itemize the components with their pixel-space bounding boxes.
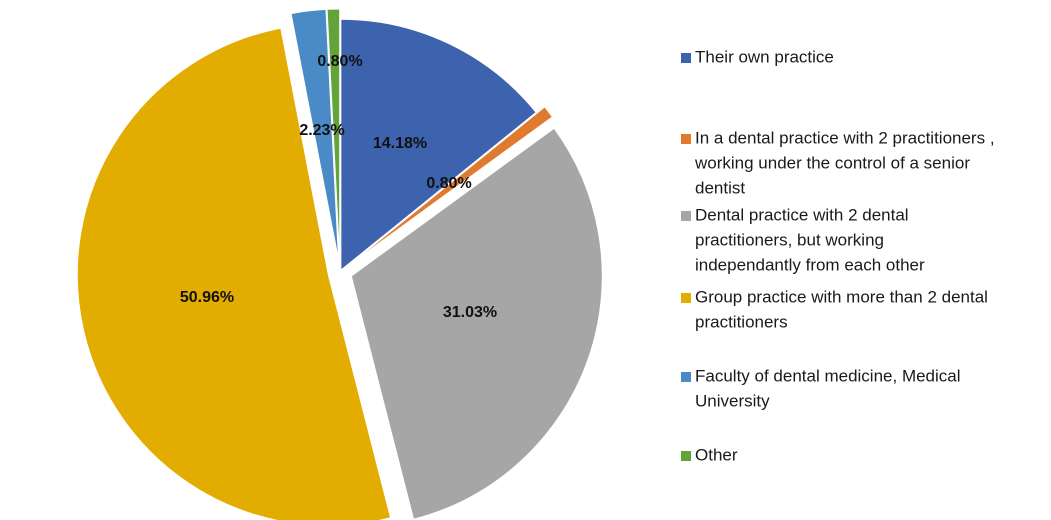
legend-item-4: Group practice with more than 2 dental pr… <box>681 287 988 331</box>
legend-swatch-1 <box>681 53 691 63</box>
legend-swatch-2 <box>681 134 691 144</box>
slice-value-label-4: 50.96% <box>180 289 234 306</box>
legend-label-6-line-1: Other <box>695 445 738 464</box>
legend-item-6: Other <box>681 445 738 464</box>
legend-swatch-4 <box>681 293 691 303</box>
legend-label-3-line-1: Dental practice with 2 dental <box>695 205 909 224</box>
legend-label-1-line-1: Their own practice <box>695 47 834 66</box>
legend-label-2-line-1: In a dental practice with 2 practitioner… <box>695 128 995 147</box>
legend-item-3: Dental practice with 2 dental practitione… <box>681 205 925 274</box>
slice-value-label-2: 0.80% <box>426 175 471 192</box>
legend-label-3-line-2: practitioners, but working <box>695 230 884 249</box>
legend-label-4-line-1: Group practice with more than 2 dental <box>695 287 988 306</box>
slice-value-label-5: 2.23% <box>299 122 344 139</box>
legend-label-5-line-2: University <box>695 391 770 410</box>
legend-item-1: Their own practice <box>681 47 834 66</box>
pie-slice-1 <box>340 18 537 272</box>
legend-item-2: In a dental practice with 2 practitioner… <box>681 128 995 197</box>
pie-slice-6 <box>326 8 341 261</box>
slice-value-labels: 14.18% 0.80% 31.03% 50.96% 2.23% 0.80% <box>180 53 497 321</box>
slice-value-label-6: 0.80% <box>317 53 362 70</box>
pie-slice-3 <box>350 127 603 520</box>
legend-swatch-3 <box>681 211 691 221</box>
legend-item-5: Faculty of dental medicine, Medical Unive… <box>681 366 961 410</box>
legend-label-3-line-3: independantly from each other <box>695 255 925 274</box>
legend-swatch-5 <box>681 372 691 382</box>
pie-slice-2 <box>349 106 554 266</box>
pie-slice-5 <box>290 8 340 261</box>
slice-value-label-1: 14.18% <box>373 135 427 152</box>
pie-slices <box>76 8 603 520</box>
legend-label-5-line-1: Faculty of dental medicine, Medical <box>695 366 961 385</box>
legend-label-2-line-3: dentist <box>695 178 745 197</box>
legend: Their own practice In a dental practice w… <box>681 47 995 464</box>
slice-value-label-3: 31.03% <box>443 304 497 321</box>
legend-swatch-6 <box>681 451 691 461</box>
legend-label-4-line-2: practitioners <box>695 312 788 331</box>
legend-label-2-line-2: working under the control of a senior <box>694 153 970 172</box>
